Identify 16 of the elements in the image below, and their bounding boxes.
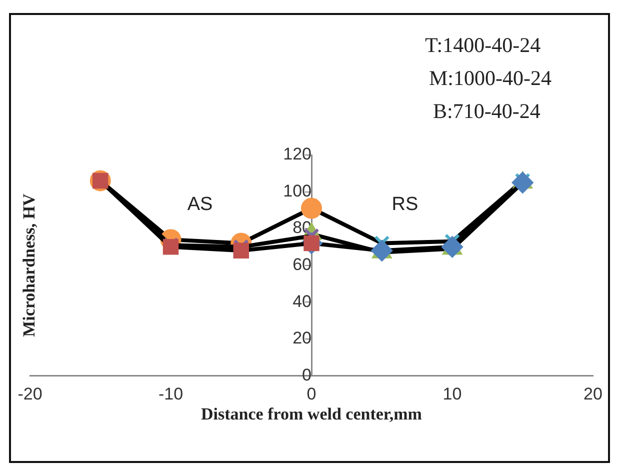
x-tick-label: -20 <box>18 384 42 404</box>
text: M:1000-40-24 <box>429 66 552 90</box>
x-tick-label: 20 <box>584 384 602 404</box>
x-axis-title: Distance from weld center,mm <box>201 404 422 424</box>
y-tick-label: 100 <box>283 181 312 200</box>
text: T:1400-40-24 <box>425 33 542 57</box>
y-tick-label: 40 <box>292 292 312 311</box>
x-tick-label: -10 <box>158 384 184 404</box>
annotation: RS <box>392 194 418 216</box>
y-tick-label: 20 <box>292 328 312 348</box>
y-tick-label: 60 <box>292 254 312 274</box>
text: B:710-40-24 <box>433 99 541 123</box>
x-tick-label: 10 <box>442 384 462 404</box>
y-axis-title: Microhardness, HV <box>19 192 38 337</box>
y-tick-label: 120 <box>283 144 312 164</box>
annotation: AS <box>187 194 213 216</box>
